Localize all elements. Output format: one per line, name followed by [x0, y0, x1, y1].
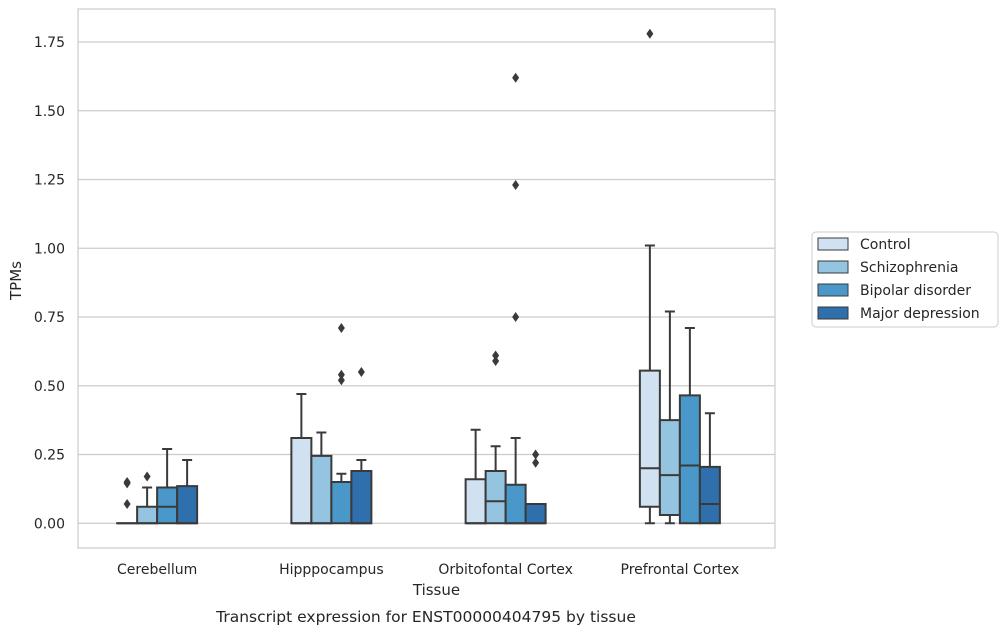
- legend-swatch: [817, 306, 849, 320]
- legend-frame: [811, 231, 999, 328]
- y-tick-label: 1.75: [34, 35, 65, 51]
- y-tick-labels: 0.00 0.25 0.50 0.75 1.00 1.25 1.50 1.75: [34, 35, 65, 532]
- y-tick-label: 0.75: [34, 310, 65, 326]
- outlier-point: [337, 323, 345, 333]
- box-bipolar-disorder: [504, 72, 527, 525]
- y-tick-label: 0.25: [34, 448, 65, 464]
- outlier-point: [532, 449, 540, 460]
- box-major-depression: [524, 449, 547, 525]
- legend-swatch: [817, 237, 849, 251]
- box-body: [310, 454, 333, 525]
- x-tick-label: Cerebellum: [117, 562, 197, 578]
- box-control: [464, 428, 487, 525]
- box-body: [464, 478, 487, 525]
- legend-swatch: [817, 283, 849, 297]
- x-tick-labels: Cerebellum Hipppocampus Orbitofontal Corte…: [117, 562, 739, 578]
- box-body: [638, 369, 661, 508]
- x-tick-label: Prefrontal Cortex: [621, 562, 740, 578]
- outlier-point: [512, 312, 520, 322]
- outlier-point: [123, 499, 131, 509]
- box-body: [678, 394, 701, 525]
- box-bipolar-disorder: [330, 323, 353, 525]
- boxes: [116, 28, 721, 525]
- outlier-point: [357, 367, 365, 377]
- legend-swatch: [817, 260, 849, 274]
- legend-label: Control: [860, 237, 911, 253]
- box-body: [658, 419, 681, 516]
- y-tick-label: 1.00: [34, 241, 65, 257]
- box-major-depression: [350, 367, 373, 525]
- y-tick-label: 0.50: [34, 379, 65, 395]
- y-axis-title: TPMs: [7, 261, 25, 301]
- box-control: [638, 28, 661, 525]
- x-tick-label: Orbitofontal Cortex: [438, 562, 573, 578]
- outlier-point: [512, 72, 520, 83]
- x-axis-title: Tissue: [412, 581, 460, 599]
- figure-caption: Transcript expression for ENST0000040479…: [215, 608, 636, 626]
- box-body: [136, 505, 159, 525]
- x-tick-label: Hipppocampus: [279, 562, 384, 578]
- outlier-point: [512, 180, 520, 190]
- box-body: [484, 470, 507, 525]
- box-body: [350, 470, 373, 525]
- outlier-point: [337, 375, 345, 386]
- box-schizophrenia: [658, 310, 681, 525]
- y-tick-label: 0.00: [34, 516, 65, 532]
- legend-label: Major depression: [860, 306, 980, 322]
- legend-label: Schizophrenia: [860, 260, 958, 276]
- box-body: [156, 486, 179, 525]
- box-control: [290, 393, 313, 525]
- legend: Control Schizophrenia Bipolar disorder Majo…: [811, 231, 999, 328]
- box-bipolar-disorder: [678, 327, 701, 525]
- box-schizophrenia: [136, 471, 159, 525]
- plot-frame: [77, 8, 776, 549]
- box-body: [176, 485, 199, 525]
- box-major-depression: [176, 459, 199, 525]
- y-tick-label: 1.50: [34, 104, 65, 120]
- box-schizophrenia: [310, 431, 333, 525]
- outlier-point: [492, 356, 500, 366]
- box-body: [504, 483, 527, 525]
- box-bipolar-disorder: [156, 448, 179, 525]
- box-control: [116, 477, 139, 525]
- box-body: [698, 465, 721, 525]
- outlier-point: [532, 457, 540, 468]
- box-body: [290, 437, 313, 525]
- legend-label: Bipolar disorder: [860, 283, 971, 299]
- box-major-depression: [698, 412, 721, 525]
- outlier-point: [337, 369, 345, 380]
- outlier-point: [646, 28, 654, 39]
- gridlines: [78, 41, 775, 524]
- outlier-point: [143, 471, 151, 482]
- box-schizophrenia: [484, 350, 507, 525]
- box-body: [330, 481, 353, 525]
- outlier-point: [123, 477, 131, 487]
- box-body: [524, 503, 547, 525]
- y-tick-label: 1.25: [34, 173, 65, 189]
- outlier-point: [492, 350, 500, 361]
